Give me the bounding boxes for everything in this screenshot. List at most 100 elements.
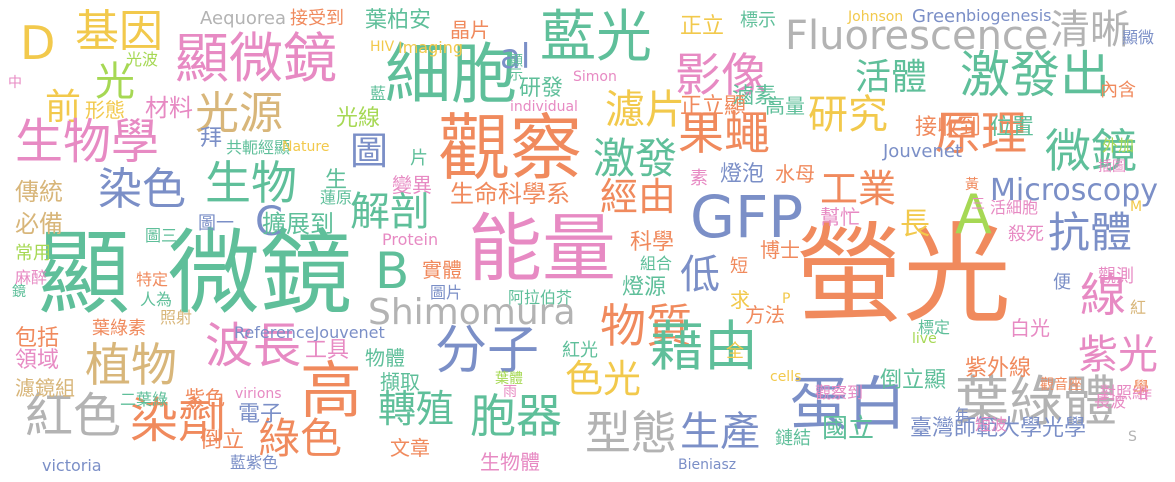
cloud-word: 雨 [503,384,517,400]
cloud-word: live [912,331,937,347]
cloud-word: 光波 [126,50,159,69]
cloud-word: 觀察到 [815,383,864,402]
cloud-word: 滷素 [732,84,777,109]
cloud-word: 微鏡 [1045,124,1137,178]
cloud-word: 中 [8,75,22,91]
cloud-word: 葉綠素 [92,318,146,339]
cloud-word: 濾片 [605,87,685,133]
cloud-word: 博士 [760,238,800,262]
cloud-word: 鏡 [12,284,26,300]
cloud-word: 阿拉伯芥 [508,288,573,307]
cloud-word: 燈源 [622,275,667,300]
cloud-word: Bieniasz [678,457,737,473]
cloud-word: 擷取 [380,370,420,394]
cloud-word: 葉柏安 [365,8,432,33]
cloud-word: 拜 [200,126,223,151]
cloud-word: 高 [300,354,363,427]
cloud-word: 色光 [565,357,642,401]
cloud-word: 特定 [136,270,169,289]
cloud-word: 求 [730,288,750,312]
cloud-word: 植物 [85,338,177,392]
cloud-word: 藍 [367,85,386,101]
cloud-word: 作 [1138,387,1152,403]
cloud-word: 材料 [145,94,193,122]
cloud-word: 濾鏡組 [15,376,75,400]
cloud-word: Microscopy [990,173,1159,208]
cloud-word: 胞器 [470,389,562,443]
cloud-word: 抗體 [1048,208,1133,257]
cloud-word: 經由 [600,175,677,219]
cloud-word: 包括 [15,326,60,351]
cloud-word: 光源 [195,88,283,139]
cloud-word: 光 [95,59,135,105]
cloud-word: Nature [282,139,330,155]
cloud-word: 研發 [519,76,564,101]
cloud-word: 方法 [745,303,785,327]
cloud-word: Simon [573,69,617,85]
cloud-word: 葉體 [495,371,523,387]
cloud-word: 分子 [435,321,540,381]
cloud-word: virions [235,386,282,402]
cloud-word: ReferenceJouvenet [234,323,385,342]
cloud-word: 蓮原 [320,188,353,207]
cloud-word: 短 [730,256,748,277]
cloud-word: 螢光 [795,213,1012,338]
cloud-word: C [255,199,283,245]
cloud-word: 顯微鏡 [175,27,337,90]
cloud-word: 實體 [422,258,462,282]
cloud-word: 領域 [15,348,60,373]
cloud-word: individual [510,99,578,115]
cloud-word: 蛋白 [790,370,907,438]
cloud-word: 紅色 [25,388,122,444]
cloud-word: 顯微 [1122,28,1155,47]
cloud-word: 綠色 [258,414,343,463]
cloud-word: 位置 [990,115,1035,140]
cloud-word: 水母 [775,162,815,186]
cloud-word: 接受到 [290,8,344,29]
cloud-word: D [20,16,56,70]
cloud-word: 片 [410,148,428,169]
cloud-word: 殺死 [1008,224,1044,245]
cloud-word: 生命科學系 [450,180,570,208]
cloud-word: 素 [690,168,708,189]
cloud-word: 內含 [1100,80,1136,101]
cloud-word: HIV [370,39,395,55]
cloud-word: 生產 [680,409,760,455]
cloud-word: 能量 [468,206,616,292]
cloud-word: 紫外線 [965,356,1032,381]
cloud-word: 白光 [1010,316,1050,340]
cloud-word: 紫色 [185,386,225,410]
cloud-word: 幫忙 [820,205,860,229]
cloud-word: 科學 [630,230,675,255]
cloud-word: 藉由 [650,315,758,378]
cloud-word: 觀音座 [1040,377,1082,393]
cloud-word: Imaging [398,38,464,57]
cloud-word: 三 [969,196,985,210]
cloud-word: 顯示 [507,53,523,81]
cloud-word: Protein [382,230,439,249]
cloud-word: 紫光 [1078,332,1158,378]
cloud-word: 清晰 [1050,7,1130,53]
cloud-word: 轉殖 [378,387,455,431]
cloud-word: 葉綠體 [955,370,1117,433]
cloud-word: Johnson [848,9,904,25]
cloud-word: 物體 [365,346,405,370]
cloud-word: A [955,183,992,246]
cloud-word: 標定 [918,318,951,337]
cloud-word: 線 [1080,268,1126,322]
cloud-word: 組合 [640,254,673,273]
cloud-word: 麻醉 [15,268,48,287]
cloud-word: 觀察 [438,106,583,190]
cloud-word: 波長 [205,318,302,374]
cloud-word: 便 [1053,272,1071,293]
cloud-word: Fluorescence [785,13,1049,59]
cloud-word: 照射 [160,308,193,327]
cloud-word: 標示 [740,10,776,31]
cloud-word: 全 [726,341,744,362]
cloud-word: 活體 [855,57,928,98]
cloud-word: 長 [900,207,930,242]
cloud-word: 解剖 [350,189,430,235]
cloud-word: 研究 [808,92,888,138]
cloud-word: 活細胞 [990,198,1039,217]
